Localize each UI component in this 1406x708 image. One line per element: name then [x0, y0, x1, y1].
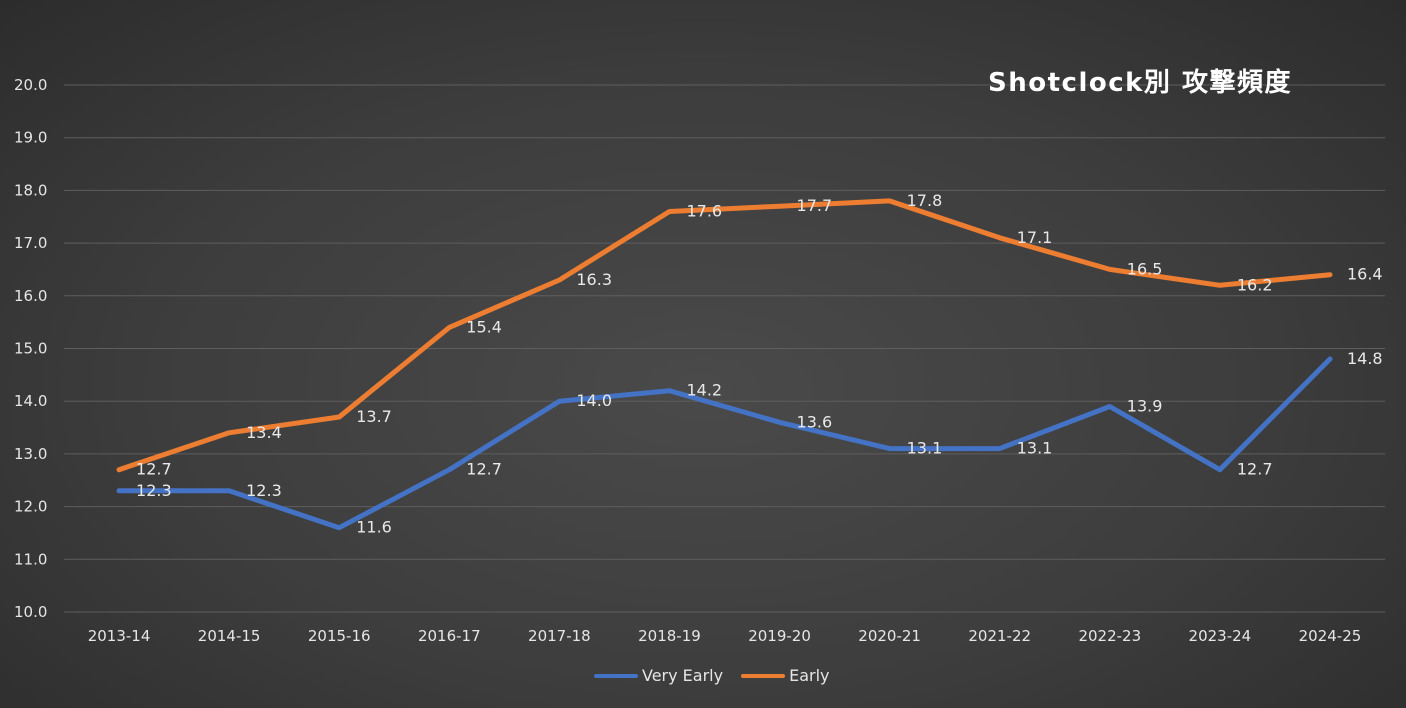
legend-swatch-very-early — [594, 673, 638, 678]
y-tick-label: 18.0 — [14, 181, 47, 199]
data-label-early: 13.7 — [356, 407, 392, 426]
y-tick-label: 20.0 — [14, 76, 47, 94]
y-tick-label: 11.0 — [14, 550, 47, 568]
x-tick-label: 2014-15 — [198, 627, 261, 645]
data-label-very-early: 11.6 — [356, 518, 392, 537]
y-tick-label: 15.0 — [14, 340, 47, 358]
data-label-very-early: 13.9 — [1127, 396, 1163, 415]
data-label-very-early: 12.7 — [1237, 460, 1273, 479]
y-tick-label: 12.0 — [14, 498, 47, 516]
legend-item-early: Early — [741, 666, 830, 685]
legend-swatch-early — [741, 673, 786, 678]
y-tick-label: 16.0 — [14, 287, 47, 305]
x-tick-label: 2015-16 — [308, 627, 371, 645]
data-label-early: 12.7 — [136, 460, 172, 479]
y-tick-label: 17.0 — [14, 234, 47, 252]
data-label-very-early: 12.7 — [466, 460, 502, 479]
x-tick-label: 2020-21 — [858, 627, 921, 645]
data-label-very-early: 13.1 — [907, 439, 943, 458]
series-lines — [116, 198, 1333, 531]
x-axis-ticks: 2013-14 2014-15 2015-16 2016-17 2017-18 2018-… — [88, 627, 1362, 645]
data-label-very-early: 12.3 — [136, 481, 172, 500]
x-tick-label: 2022-23 — [1078, 627, 1141, 645]
data-label-early: 16.5 — [1127, 259, 1163, 278]
data-label-early: 16.2 — [1237, 275, 1273, 294]
series-line-early — [116, 198, 1333, 473]
x-tick-label: 2018-19 — [638, 627, 701, 645]
data-label-early: 17.6 — [686, 201, 722, 220]
legend-item-very-early: Very Early — [594, 666, 723, 685]
data-label-very-early: 13.6 — [797, 412, 833, 431]
data-label-very-early: 13.1 — [1017, 439, 1053, 458]
x-tick-label: 2019-20 — [748, 627, 811, 645]
data-label-early: 16.3 — [576, 270, 612, 289]
x-tick-label: 2016-17 — [418, 627, 481, 645]
data-label-early: 15.4 — [466, 317, 502, 336]
data-label-early: 13.4 — [246, 423, 282, 442]
data-label-early: 17.8 — [907, 191, 943, 210]
legend-label-very-early: Very Early — [642, 666, 724, 685]
x-tick-label: 2023-24 — [1189, 627, 1252, 645]
series-line-very-early — [116, 356, 1333, 531]
x-tick-label: 2021-22 — [968, 627, 1031, 645]
gridlines — [64, 84, 1385, 613]
data-labels: 12.3 12.3 11.6 12.7 14.0 14.2 13.6 13.1 13.1 13.9… — [136, 191, 1383, 537]
y-tick-label: 13.0 — [14, 445, 47, 463]
data-label-early: 17.1 — [1017, 228, 1053, 247]
data-label-early: 17.7 — [797, 196, 833, 215]
data-label-very-early: 14.2 — [686, 381, 722, 400]
legend-label-early: Early — [789, 666, 830, 685]
x-tick-label: 2024-25 — [1299, 627, 1362, 645]
chart-title: Shotclock別 攻撃頻度 — [988, 68, 1292, 98]
data-label-very-early: 14.8 — [1347, 349, 1383, 368]
data-label-very-early: 12.3 — [246, 481, 282, 500]
data-label-early: 16.4 — [1347, 265, 1383, 284]
y-tick-label: 10.0 — [14, 603, 47, 621]
y-tick-label: 19.0 — [14, 129, 47, 147]
x-tick-label: 2017-18 — [528, 627, 591, 645]
data-label-very-early: 14.0 — [576, 391, 612, 410]
x-tick-label: 2013-14 — [88, 627, 151, 645]
y-axis-ticks: 10.0 11.0 12.0 13.0 14.0 15.0 16.0 17.0 18.0 19.0… — [14, 76, 47, 621]
y-tick-label: 14.0 — [14, 392, 47, 410]
legend: Very Early Early — [594, 666, 830, 685]
